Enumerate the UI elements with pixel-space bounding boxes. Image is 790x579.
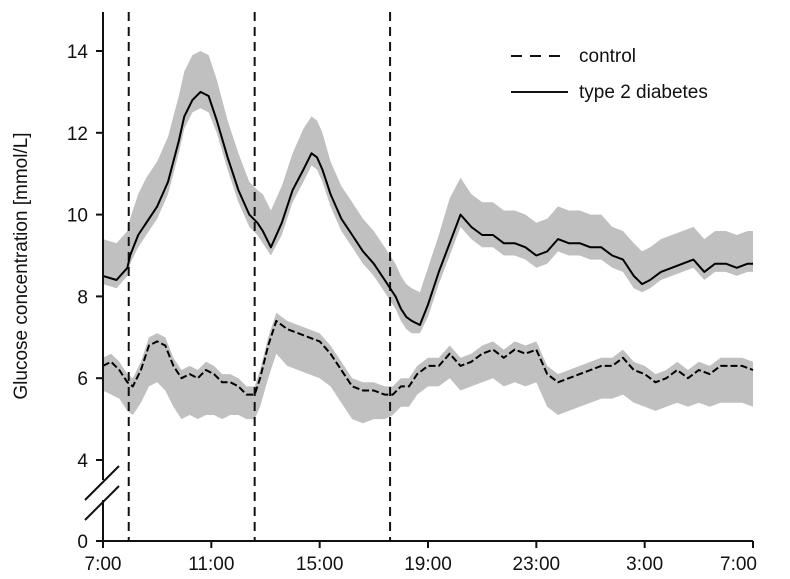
meal-markers [127,12,392,541]
x-tick-label-4: 23:00 [513,554,561,575]
legend: control type 2 diabetes [511,46,708,103]
y-axis-title: Glucose concentration [mmol/L] [11,132,32,399]
bands-layer [103,51,753,424]
legend-label-control: control [579,46,636,67]
axis-break-mark-lower [84,485,120,521]
y-tick-label-0: 0 [77,532,88,553]
x-tick-label-2: 15:00 [296,554,344,575]
x-tick-label-5: 3:00 [626,554,663,575]
axis-break-mark-upper [84,465,120,501]
y-tick-label-10: 10 [67,206,88,227]
band-control [103,312,753,424]
y-tick-label-12: 12 [67,124,88,145]
x-tick-label-3: 19:00 [404,554,452,575]
y-tick-label-6: 6 [77,369,88,390]
x-tick-label-6: 7:00 [720,554,757,575]
x-tick-label-0: 7:00 [85,554,122,575]
band-diabetes [103,51,753,334]
legend-label-diabetes: type 2 diabetes [579,82,708,103]
y-tick-label-14: 14 [67,42,89,63]
x-tick-label-1: 11:00 [188,554,234,575]
y-tick-labels: 0 4 6 8 10 12 14 [67,42,89,553]
series-line-diabetes [102,90,753,326]
y-tick-label-4: 4 [77,451,88,472]
x-tick-labels: 7:00 11:00 15:00 19:00 23:00 3:00 7:00 [85,554,757,575]
series-line-control [102,319,754,396]
lines-layer [102,90,754,396]
y-tick-label-8: 8 [77,287,88,308]
axes [84,12,754,548]
